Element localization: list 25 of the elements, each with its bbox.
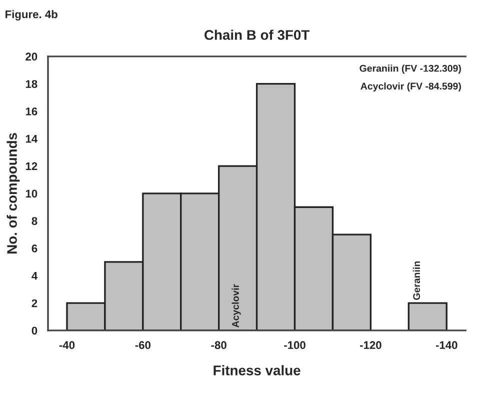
annotation: Acyclovir (FV -84.599) bbox=[360, 82, 461, 92]
y-tick-label: 8 bbox=[32, 217, 38, 225]
y-tick-label: 16 bbox=[26, 107, 38, 116]
text: Figure. 4b bbox=[6, 10, 58, 20]
x-tick-label: -80 bbox=[211, 341, 226, 350]
y-axis-title: No. of compounds bbox=[6, 133, 20, 254]
y-tick-label: 0 bbox=[32, 326, 38, 335]
annotation: Geraniin (FV -132.309) bbox=[360, 64, 461, 74]
x-tick-label: -140 bbox=[436, 341, 458, 350]
annotation: Geraniin bbox=[412, 261, 420, 300]
y-tick-label: 18 bbox=[26, 80, 38, 88]
y-tick-label: 10 bbox=[26, 190, 38, 198]
annotation: Acyclovir bbox=[232, 284, 241, 328]
x-tick-label: -100 bbox=[284, 341, 306, 350]
x-tick-label: -120 bbox=[360, 341, 382, 350]
x-tick-label: -60 bbox=[135, 341, 150, 350]
y-tick-label: 4 bbox=[32, 272, 38, 280]
x-axis-title: Fitness value bbox=[214, 365, 300, 376]
chart-title: Chain B of 3F0T bbox=[204, 30, 310, 40]
y-tick-label: 14 bbox=[26, 135, 38, 143]
y-tick-label: 2 bbox=[32, 299, 38, 308]
y-tick-label: 12 bbox=[26, 162, 38, 170]
y-tick-label: 6 bbox=[32, 244, 38, 252]
y-tick-label: 20 bbox=[26, 52, 38, 61]
x-tick-label: -40 bbox=[59, 341, 75, 350]
